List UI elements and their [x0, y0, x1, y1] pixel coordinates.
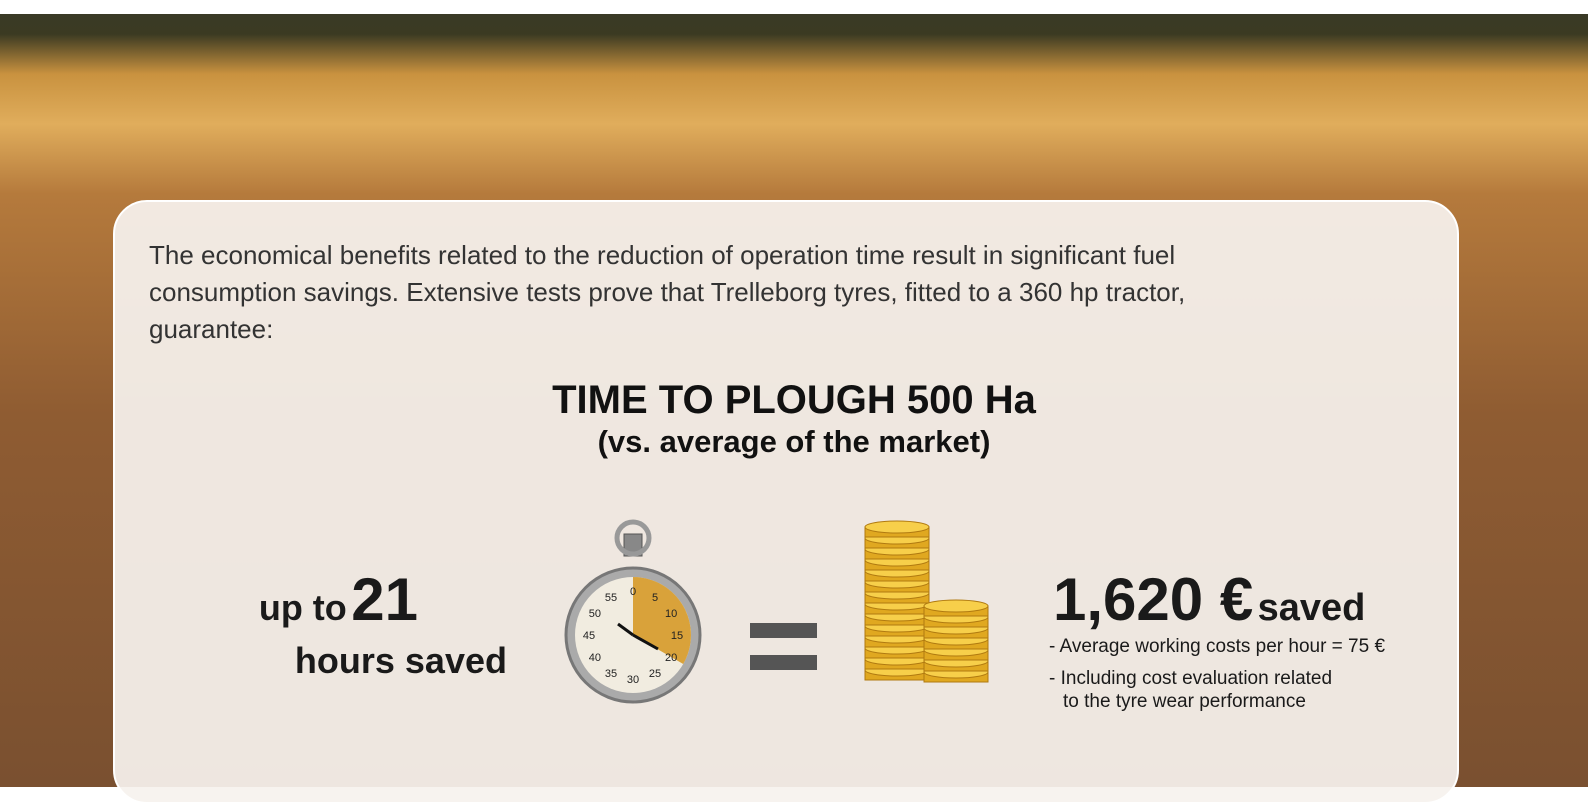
dial-number: 0	[630, 586, 636, 598]
dial-number: 30	[627, 674, 639, 686]
dial-number: 10	[665, 608, 677, 620]
dial-number: 25	[649, 668, 661, 680]
dial-number: 5	[652, 592, 658, 604]
dial-number: 20	[665, 652, 677, 664]
dial-number: 35	[605, 668, 617, 680]
illustrations: 0 5 10 15 20 25 30 35 40 45 50 55	[0, 0, 1588, 787]
page: The economical benefits related to the r…	[0, 0, 1588, 787]
dial-number: 40	[589, 652, 601, 664]
coins	[865, 521, 988, 682]
coin-top	[865, 521, 929, 533]
stopwatch: 0 5 10 15 20 25 30 35 40 45 50 55	[566, 522, 700, 702]
dial-number: 15	[671, 630, 683, 642]
equals-bar	[750, 623, 817, 638]
equals-bar	[750, 655, 817, 670]
dial-number: 55	[605, 592, 617, 604]
dial-number: 45	[583, 630, 595, 642]
dial-number: 50	[589, 608, 601, 620]
coin-top	[924, 600, 988, 612]
